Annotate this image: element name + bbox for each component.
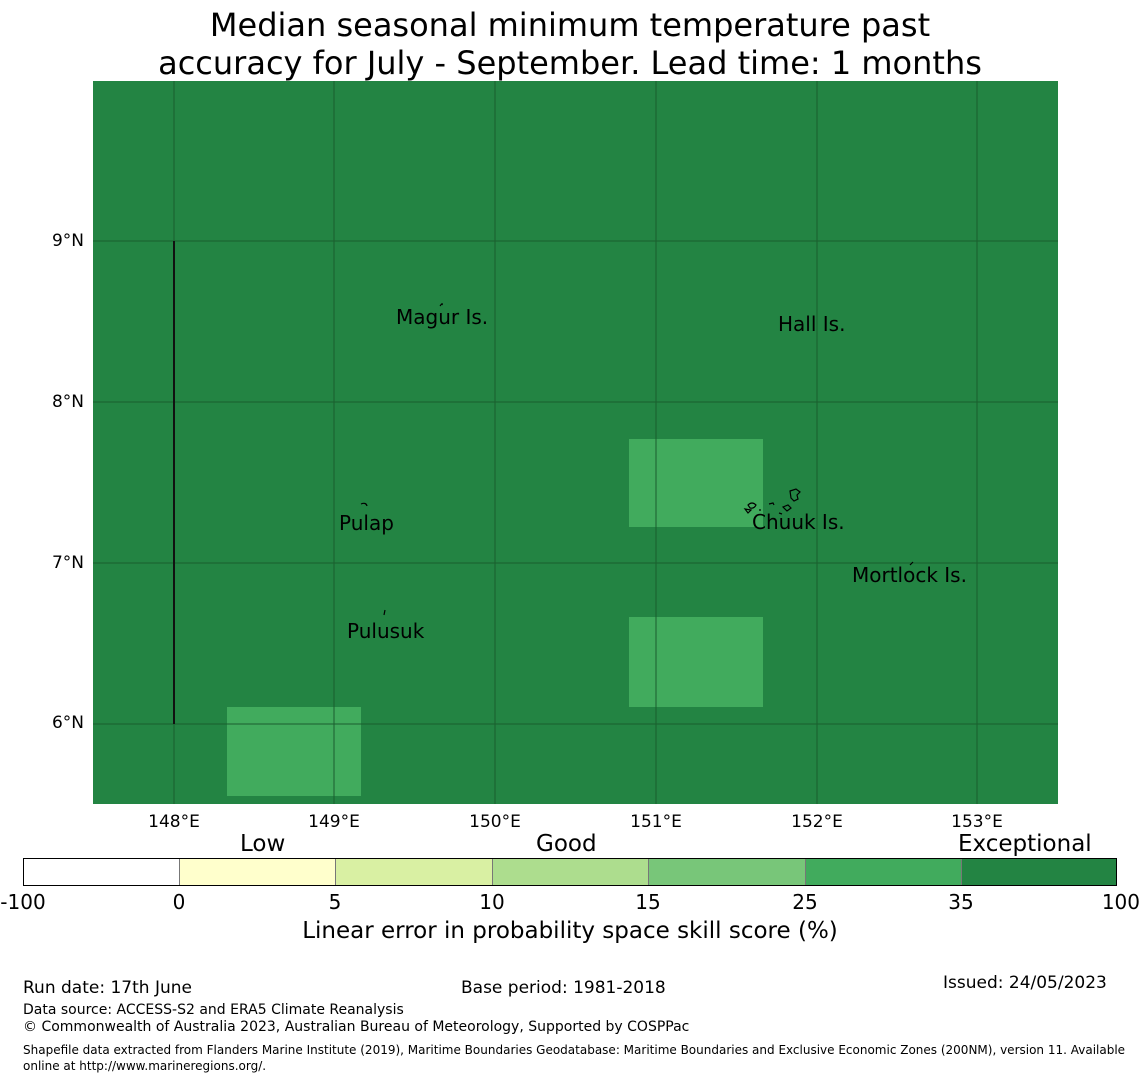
colorbar-tick-35: 35	[948, 890, 974, 914]
data-source: Data source: ACCESS-S2 and ERA5 Climate …	[23, 1002, 404, 1018]
island-magur	[439, 303, 443, 307]
colorbar-tick-25: 25	[792, 890, 818, 914]
cell-southwest	[227, 707, 361, 796]
colorbar-tick-100: 100	[1101, 890, 1140, 914]
exceptional-background	[93, 81, 1058, 804]
place-label-mortlock: Mortlock Is.	[852, 563, 967, 587]
cell-chuuk-north	[629, 439, 763, 527]
colorbar-seg-0-5	[180, 859, 336, 885]
island-pulap	[360, 502, 368, 507]
island-mortlock	[909, 561, 914, 566]
lon-label-153e: 153°E	[951, 812, 1003, 832]
island-chuuk-3	[743, 508, 753, 514]
skill-label-good: Good	[536, 831, 597, 857]
colorbar-tick-15: 15	[635, 890, 661, 914]
base-period: Base period: 1981-2018	[461, 978, 666, 998]
run-date: Run date: 17th June	[23, 978, 192, 998]
lon-label-148e: 148°E	[148, 812, 200, 832]
colorbar	[23, 858, 1117, 886]
cell-chuuk-south	[629, 617, 763, 707]
title-line-2: accuracy for July - September. Lead time…	[158, 44, 982, 82]
colorbar-seg-10-15	[493, 859, 649, 885]
place-label-pulap: Pulap	[339, 511, 394, 535]
map-canvas	[93, 81, 1058, 804]
lat-label-9n: 9°N	[51, 231, 84, 251]
copyright: © Commonwealth of Australia 2023, Austra…	[23, 1019, 690, 1035]
colorbar-seg-25-35	[806, 859, 962, 885]
island-chuuk-5	[781, 504, 792, 512]
place-label-pulusuk: Pulusuk	[347, 619, 425, 643]
lat-label-7n: 7°N	[51, 553, 84, 573]
colorbar-tick-5: 5	[328, 890, 342, 914]
lon-label-149e: 149°E	[308, 812, 360, 832]
colorbar-tick-0: 0	[172, 890, 186, 914]
place-label-magur: Magur Is.	[396, 305, 489, 329]
island-chuuk-1	[789, 488, 801, 502]
colorbar-seg-neg	[24, 859, 180, 885]
skill-label-low: Low	[240, 831, 286, 857]
issued-date: Issued: 24/05/2023	[943, 973, 1107, 993]
map-title: Median seasonal minimum temperature past…	[0, 6, 1140, 82]
place-label-hall: Hall Is.	[778, 312, 846, 336]
shapefile-credit: Shapefile data extracted from Flanders M…	[23, 1043, 1126, 1073]
colorbar-seg-5-10	[336, 859, 493, 885]
island-chuuk-4	[768, 502, 775, 506]
title-line-1: Median seasonal minimum temperature past	[209, 6, 931, 44]
map-panel[interactable]	[93, 81, 1058, 804]
skill-label-exceptional: Exceptional	[958, 831, 1092, 857]
colorbar-seg-35-100	[962, 859, 1116, 885]
lon-label-150e: 150°E	[469, 812, 521, 832]
lon-label-151e: 151°E	[630, 812, 682, 832]
colorbar-label: Linear error in probability space skill …	[302, 918, 838, 944]
graticule	[93, 81, 1058, 804]
colorbar-tick-neg100: -100	[0, 890, 46, 914]
island-chuuk-7	[778, 512, 783, 515]
colorbar-tick-10: 10	[479, 890, 505, 914]
colorbar-seg-15-25	[649, 859, 806, 885]
lat-label-6n: 6°N	[51, 713, 84, 733]
place-label-chuuk: Chuuk Is.	[752, 510, 845, 534]
lon-label-152e: 152°E	[791, 812, 843, 832]
island-chuuk-2	[747, 502, 757, 509]
lat-label-8n: 8°N	[51, 392, 84, 412]
island-outlines	[360, 303, 914, 616]
island-pulusuk	[383, 609, 386, 616]
